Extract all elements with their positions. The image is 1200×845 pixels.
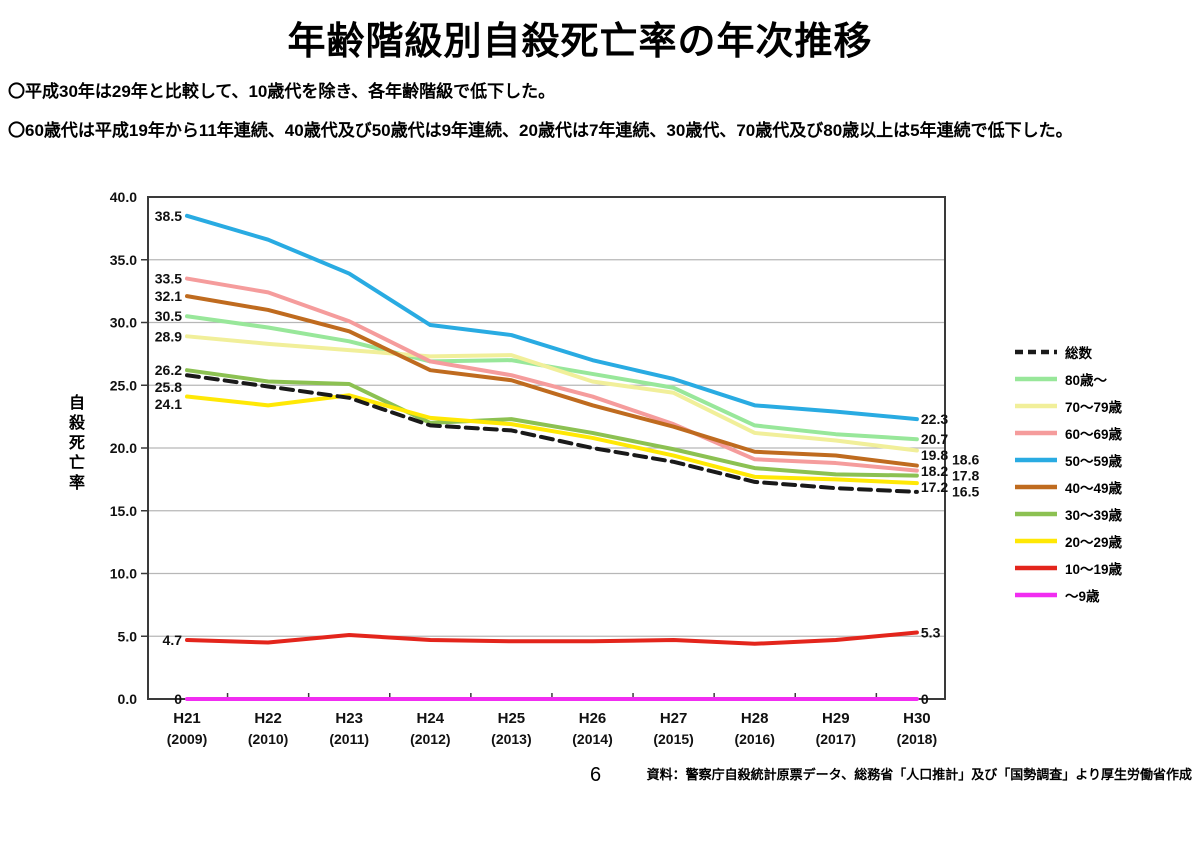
legend-label: 40～49歳 <box>1065 480 1123 496</box>
end-data-label: 5.3 <box>921 624 941 640</box>
x-tick-label-year: (2014) <box>572 731 612 747</box>
legend-swatch-line <box>1015 349 1057 354</box>
start-data-label: 28.9 <box>155 328 182 344</box>
legend-item-8: 10～19歳 <box>1014 554 1122 581</box>
x-tick-label-era: H29 <box>822 710 850 727</box>
start-data-label: 30.5 <box>155 308 182 324</box>
series-line-1 <box>185 314 919 442</box>
y-tick-label: 5.0 <box>118 628 138 644</box>
y-tick-label: 25.0 <box>110 377 137 393</box>
legend-item-0: 総数 <box>1014 338 1122 365</box>
legend-label: 60～69歳 <box>1065 426 1123 442</box>
x-tick-label-era: H23 <box>335 710 363 727</box>
end-data-label: 19.8 <box>921 447 948 463</box>
legend-swatch-line <box>1015 376 1057 381</box>
y-tick-label: 35.0 <box>110 252 137 268</box>
legend-item-5: 40～49歳 <box>1014 473 1122 500</box>
start-data-label: 25.8 <box>155 379 182 395</box>
bullet-2: 〇60歳代は平成19年から11年連続、40歳代及び50歳代は9年連続、20歳代は… <box>8 120 1073 140</box>
legend-label: ～9歳 <box>1065 588 1100 604</box>
series-line-4 <box>185 213 919 422</box>
start-data-label: 24.1 <box>155 396 182 412</box>
legend-item-1: 80歳～ <box>1014 365 1122 392</box>
end-data-label: 0 <box>921 691 929 707</box>
legend-item-6: 30～39歳 <box>1014 500 1122 527</box>
series-line-3 <box>185 276 919 473</box>
end-data-label-outside: 18.6 <box>952 452 979 468</box>
legend-swatch-line <box>1015 511 1057 516</box>
x-tick-label-year: (2016) <box>734 731 774 747</box>
y-tick-label: 20.0 <box>110 440 137 456</box>
series-line-6 <box>185 368 919 478</box>
x-tick-label-era: H30 <box>903 710 931 727</box>
end-data-label-outside: 17.8 <box>952 468 979 484</box>
x-tick-label-era: H22 <box>254 710 282 727</box>
y-tick-label: 10.0 <box>110 566 137 582</box>
end-data-label: 20.7 <box>921 431 948 447</box>
legend-label: 70～79歳 <box>1065 399 1123 415</box>
legend-item-3: 60～69歳 <box>1014 419 1122 446</box>
legend-label: 30～39歳 <box>1065 507 1123 523</box>
legend-item-7: 20～29歳 <box>1014 527 1122 554</box>
start-data-label: 33.5 <box>155 271 182 287</box>
summary-bullets: 〇平成30年は29年と比較して、10歳代を除き、各年齢階級で低下した。 〇60歳… <box>8 80 1192 157</box>
x-tick-label-year: (2018) <box>897 731 937 747</box>
x-tick-label-year: (2011) <box>329 731 369 747</box>
series-line-5 <box>185 294 919 468</box>
legend-swatch-line <box>1015 538 1057 543</box>
legend-label: 総数 <box>1065 345 1092 361</box>
legend-label: 80歳～ <box>1065 372 1108 388</box>
start-data-label: 38.5 <box>155 208 182 224</box>
legend-label: 50～59歳 <box>1065 453 1123 469</box>
legend-swatch-line <box>1015 484 1057 489</box>
legend-swatch-line <box>1015 592 1057 597</box>
source-note: 資料：警察庁自殺統計原票データ、総務省「人口推計」及び「国勢調査」より厚生労働省… <box>646 767 1192 782</box>
y-axis-title: 自殺死亡率 <box>66 394 83 494</box>
legend-swatch-line <box>1015 565 1057 570</box>
legend-item-4: 50～59歳 <box>1014 446 1122 473</box>
legend-item-2: 70～79歳 <box>1014 392 1122 419</box>
x-tick-label-era: H26 <box>579 710 607 727</box>
chart-legend: 総数 80歳～ 70～79歳 60～69歳 50～59歳 40～49歳 30～39歳 20～2… <box>1014 338 1122 608</box>
x-tick-label-era: H21 <box>173 710 201 727</box>
start-data-label: 4.7 <box>163 632 183 648</box>
x-tick-label-year: (2009) <box>167 731 207 747</box>
end-data-label: 22.3 <box>921 411 948 427</box>
legend-swatch-line <box>1015 430 1057 435</box>
series-line-0 <box>185 373 919 494</box>
legend-label: 20～29歳 <box>1065 534 1123 550</box>
end-data-label-outside: 16.5 <box>952 484 979 500</box>
x-tick-label-era: H27 <box>660 710 688 727</box>
page-number: 6 <box>590 764 602 786</box>
series-line-2 <box>185 334 919 453</box>
x-tick-label-year: (2010) <box>248 731 288 747</box>
x-tick-label-era: H28 <box>741 710 769 727</box>
legend-label: 10～19歳 <box>1065 561 1123 577</box>
x-tick-label-year: (2015) <box>653 731 693 747</box>
page-title: 年齢階級別自殺死亡率の年次推移 <box>287 21 873 63</box>
start-data-label: 26.2 <box>155 362 182 378</box>
series-line-8 <box>185 630 919 646</box>
x-tick-label-year: (2013) <box>491 731 531 747</box>
start-data-label: 0 <box>174 691 182 707</box>
bullet-1: 〇平成30年は29年と比較して、10歳代を除き、各年齢階級で低下した。 <box>8 82 556 101</box>
start-data-label: 32.1 <box>155 288 182 304</box>
end-data-label: 18.2 <box>921 463 948 479</box>
y-tick-label: 40.0 <box>110 189 137 205</box>
x-tick-label-year: (2012) <box>410 731 450 747</box>
legend-item-9: ～9歳 <box>1014 581 1122 608</box>
x-tick-label-year: (2017) <box>816 731 856 747</box>
x-tick-label-era: H24 <box>417 710 445 727</box>
y-tick-label: 30.0 <box>110 315 137 331</box>
y-tick-label: 15.0 <box>110 503 137 519</box>
y-tick-label: 0.0 <box>118 691 138 707</box>
end-data-label: 17.2 <box>921 479 948 495</box>
x-tick-label-era: H25 <box>498 710 526 727</box>
series-line-7 <box>185 393 919 486</box>
legend-swatch-line <box>1015 403 1057 408</box>
legend-swatch-line <box>1015 457 1057 462</box>
